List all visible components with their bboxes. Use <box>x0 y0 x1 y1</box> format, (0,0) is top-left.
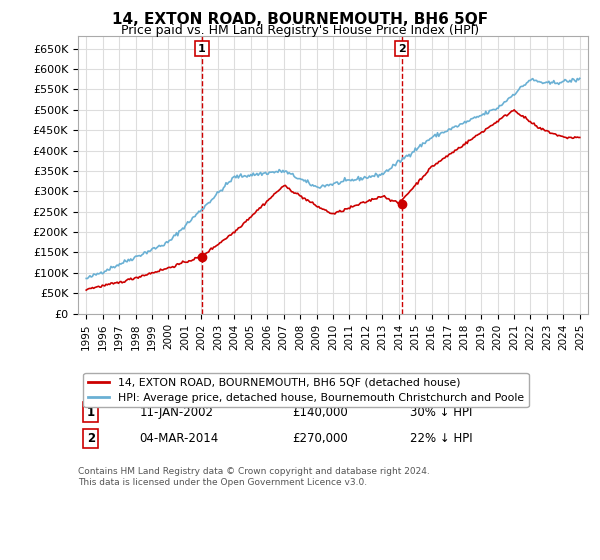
Text: £140,000: £140,000 <box>292 405 348 418</box>
Text: 2: 2 <box>86 432 95 445</box>
Text: 14, EXTON ROAD, BOURNEMOUTH, BH6 5QF: 14, EXTON ROAD, BOURNEMOUTH, BH6 5QF <box>112 12 488 27</box>
Text: 22% ↓ HPI: 22% ↓ HPI <box>409 432 472 445</box>
Text: 1: 1 <box>86 405 95 418</box>
Text: 1: 1 <box>198 44 206 54</box>
Text: Contains HM Land Registry data © Crown copyright and database right 2024.
This d: Contains HM Land Registry data © Crown c… <box>78 468 430 487</box>
Text: 30% ↓ HPI: 30% ↓ HPI <box>409 405 472 418</box>
Text: Price paid vs. HM Land Registry's House Price Index (HPI): Price paid vs. HM Land Registry's House … <box>121 24 479 36</box>
Text: 2: 2 <box>398 44 406 54</box>
Text: 04-MAR-2014: 04-MAR-2014 <box>139 432 218 445</box>
Text: £270,000: £270,000 <box>292 432 348 445</box>
Text: 11-JAN-2002: 11-JAN-2002 <box>139 405 213 418</box>
Legend: 14, EXTON ROAD, BOURNEMOUTH, BH6 5QF (detached house), HPI: Average price, detac: 14, EXTON ROAD, BOURNEMOUTH, BH6 5QF (de… <box>83 373 529 407</box>
